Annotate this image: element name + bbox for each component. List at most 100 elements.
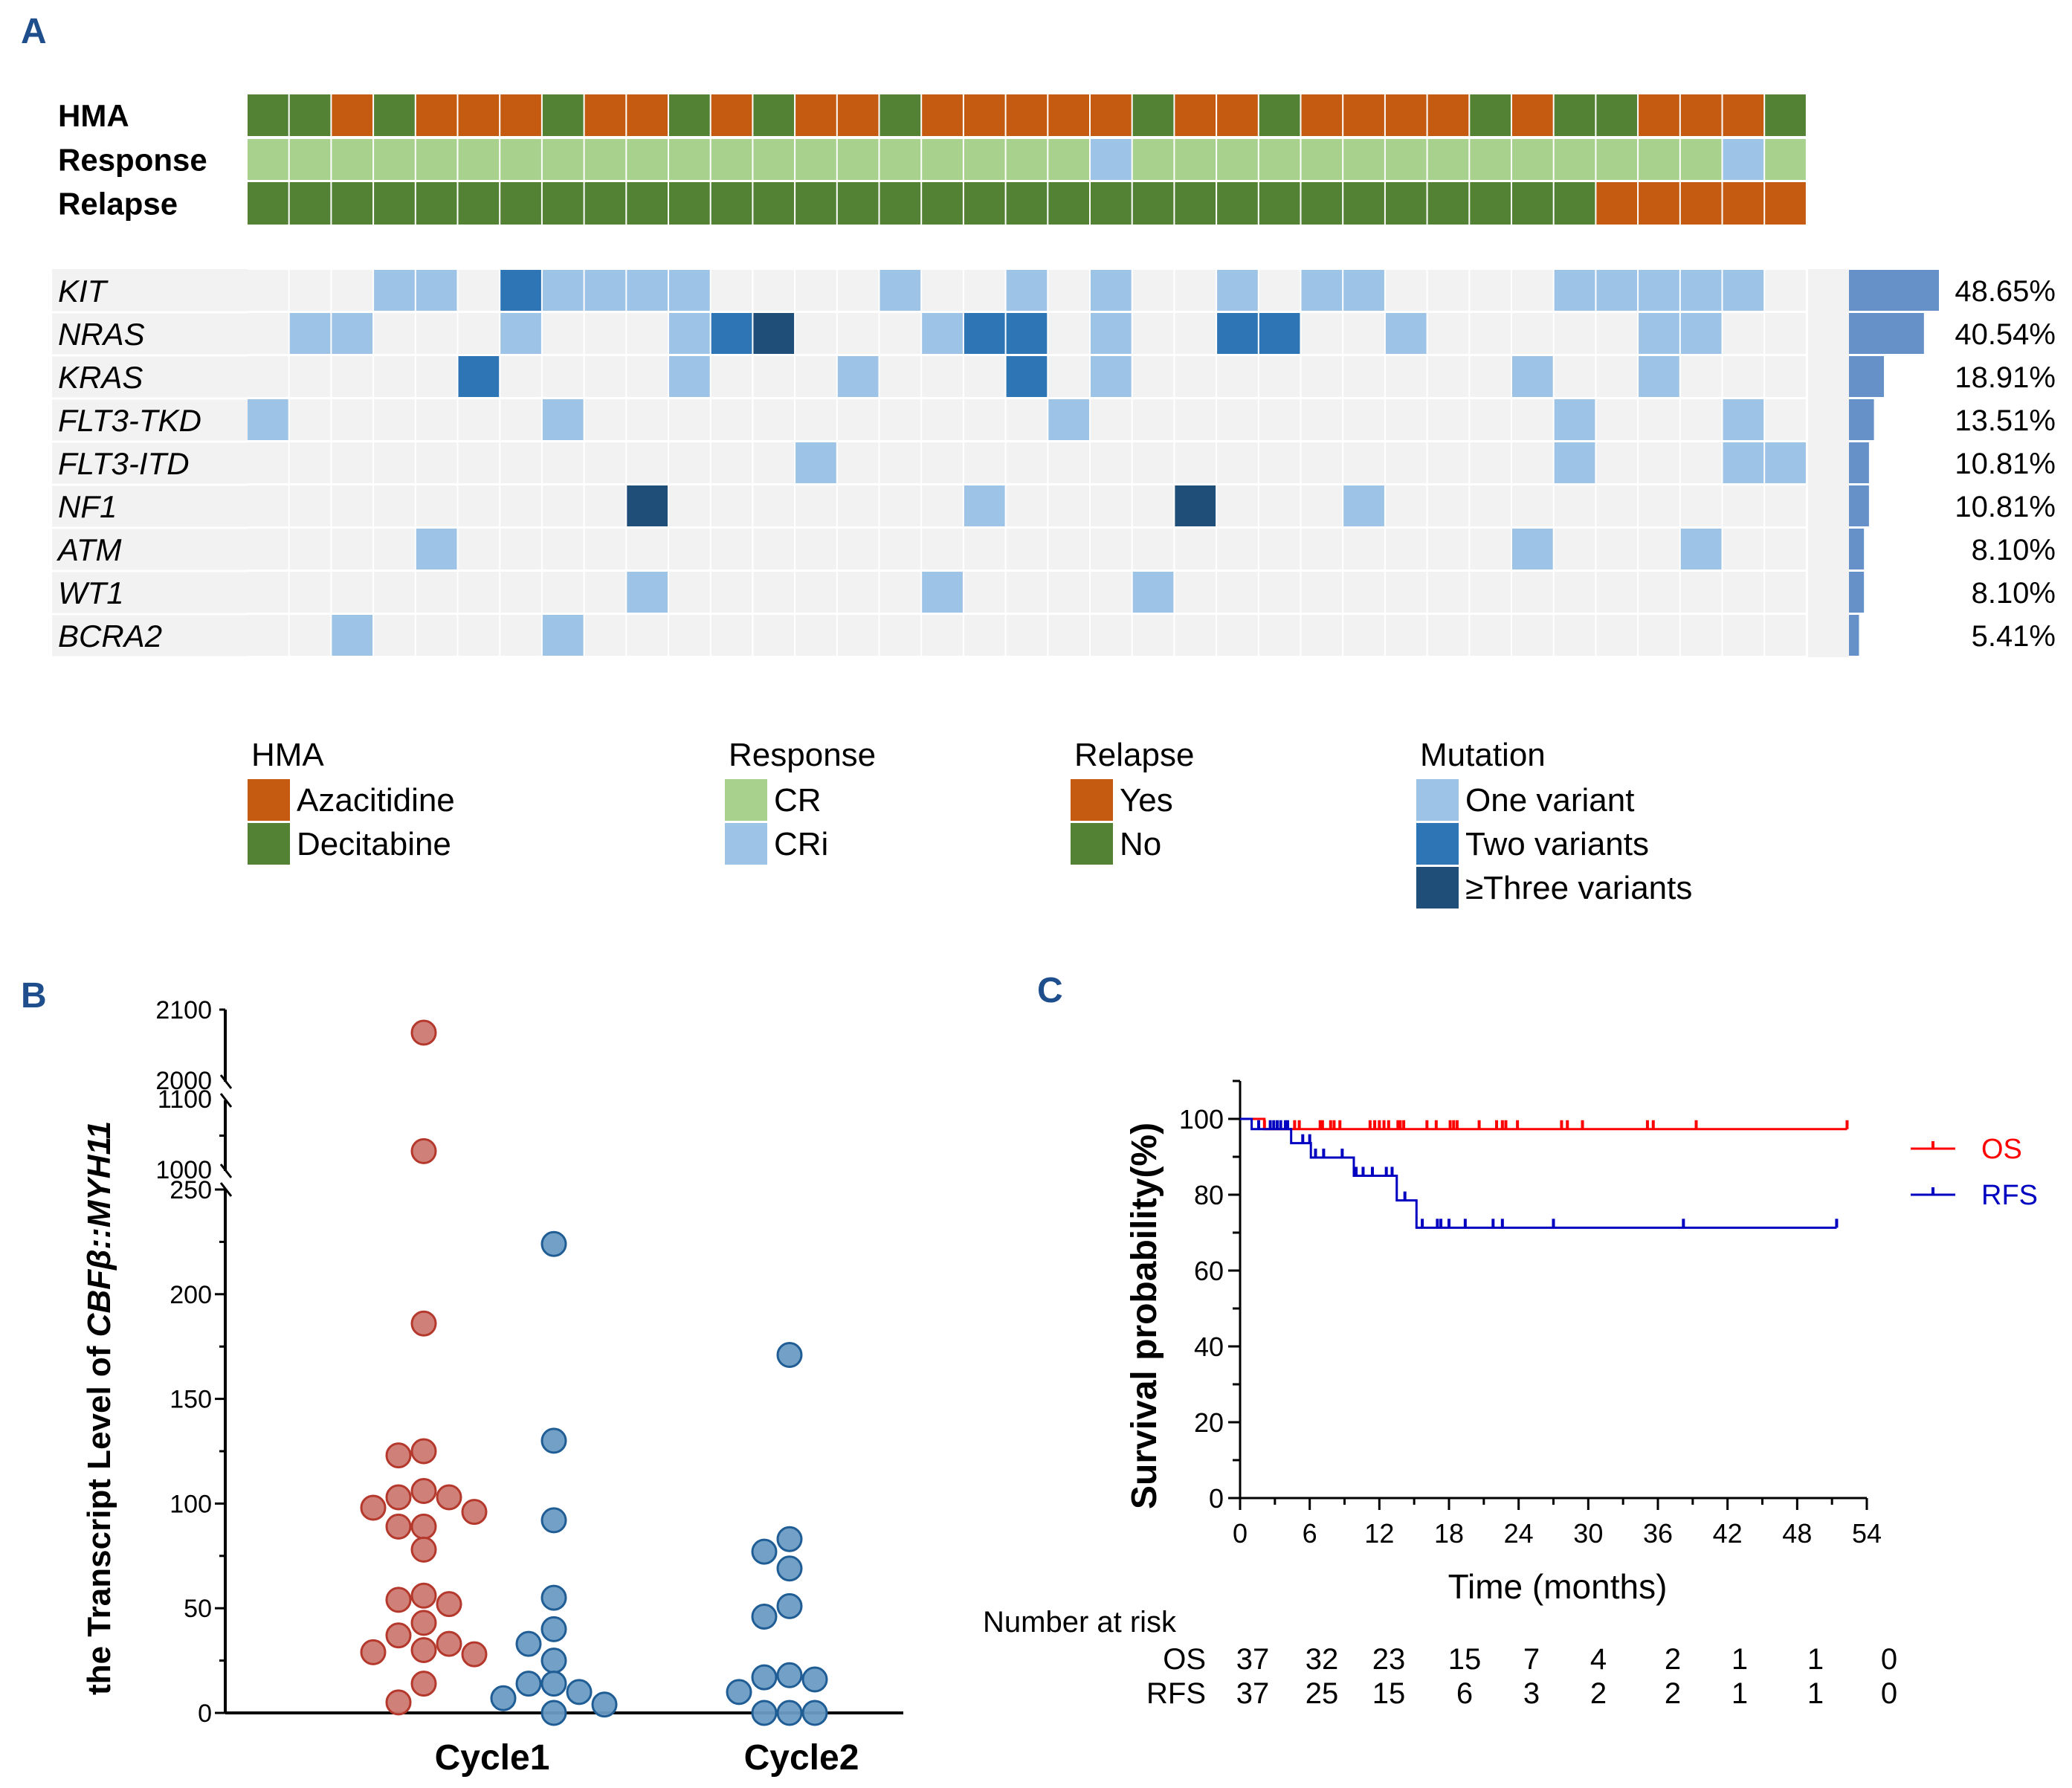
empty-cell [1259, 572, 1300, 613]
x-tick-label: 12 [1364, 1518, 1394, 1549]
data-point [801, 1666, 828, 1693]
data-point [726, 1679, 752, 1705]
x-category-label: Cycle2 [744, 1738, 859, 1778]
empty-cell [880, 485, 921, 526]
x-category-label: Cycle1 [435, 1738, 550, 1778]
legend-item-label: CR [774, 782, 822, 819]
empty-cell [795, 615, 836, 656]
gene-label: WT1 [58, 575, 124, 610]
empty-cell [289, 399, 331, 440]
mutation-frequency-bars: 48.65% 40.54% 18.91% 13.51% 10.81% 10.81% 8.10… [1849, 270, 2056, 656]
empty-cell [1554, 485, 1595, 526]
frequency-bar [1849, 442, 1869, 483]
empty-cell [374, 442, 415, 483]
km-axes: 0 20 40 60 80 100 0 6 12 18 24 30 36 42 48 54 [1179, 1079, 1882, 1549]
empty-cell [795, 572, 836, 613]
empty-cell [627, 399, 668, 440]
empty-cell [542, 442, 584, 483]
empty-cell [1765, 529, 1806, 569]
annotation-cell [416, 139, 457, 180]
empty-cell [1091, 485, 1132, 526]
annotation-cell [289, 94, 331, 136]
legend-swatch [1071, 779, 1113, 821]
empty-cell [1385, 270, 1427, 311]
data-point [540, 1584, 567, 1611]
gene-label: KIT [58, 274, 109, 309]
legend-title: Response [729, 737, 876, 773]
empty-cell [1470, 399, 1511, 440]
mutation-cell [416, 529, 457, 569]
frequency-label: 48.65% [1955, 275, 2056, 308]
annotation-cell [332, 139, 373, 180]
empty-cell [458, 442, 500, 483]
annotation-cell [669, 94, 710, 136]
annotation-cell [627, 182, 668, 225]
risk-value: 1 [1731, 1677, 1748, 1710]
data-point [515, 1630, 542, 1657]
empty-cell [1596, 615, 1638, 656]
y-tick-label: 50 [184, 1595, 212, 1623]
empty-cell [458, 615, 500, 656]
annotation-cell [500, 139, 541, 180]
annotation-cell [1091, 182, 1132, 225]
empty-cell [289, 270, 331, 311]
empty-cell [500, 442, 541, 483]
mutation-cell [922, 572, 963, 613]
empty-cell [500, 399, 541, 440]
annotation-cell [416, 182, 457, 225]
empty-cell [1680, 572, 1722, 613]
data-point [540, 1507, 567, 1534]
empty-cell [1301, 615, 1343, 656]
annotation-cell [795, 139, 836, 180]
empty-cell [880, 356, 921, 397]
panel-label-a: A [21, 12, 47, 51]
empty-cell [1723, 356, 1764, 397]
mutation-cell [1259, 313, 1300, 354]
data-point [385, 1484, 412, 1511]
y-tick-label: 0 [198, 1700, 212, 1728]
empty-cell [458, 485, 500, 526]
mutation-cell [1343, 270, 1384, 311]
empty-cell [1765, 485, 1806, 526]
legend-item-label: ≥Three variants [1465, 870, 1692, 906]
data-point [410, 1310, 437, 1337]
empty-cell [1259, 356, 1300, 397]
empty-cell [1470, 529, 1511, 569]
empty-cell [1639, 529, 1679, 569]
empty-cell [711, 485, 752, 526]
annotation-cell [795, 182, 836, 225]
empty-cell [1723, 529, 1764, 569]
data-point [540, 1700, 567, 1726]
annotation-cell [1048, 94, 1089, 136]
empty-cell [458, 572, 500, 613]
rfs-curve [1240, 1117, 1837, 1229]
oncoprint-legend: HMA Azacitidine Decitabine Response CR CRi Rel… [248, 737, 1692, 908]
annotation-cell [1132, 94, 1174, 136]
empty-cell [922, 356, 963, 397]
risk-value: 0 [1881, 1643, 1897, 1676]
empty-cell [1091, 615, 1132, 656]
empty-cell [1639, 615, 1679, 656]
annotation-cell [1470, 94, 1511, 136]
data-point [360, 1494, 387, 1521]
empty-cell [542, 356, 584, 397]
empty-cell [1554, 529, 1595, 569]
empty-cell [1343, 356, 1384, 397]
panel-label-c: C [1037, 971, 1063, 1010]
empty-cell [1427, 615, 1469, 656]
data-point [591, 1691, 618, 1718]
data-point [751, 1538, 778, 1565]
empty-cell [374, 313, 415, 354]
empty-cell [1680, 356, 1722, 397]
legend-swatch [1416, 779, 1459, 821]
empty-cell [837, 399, 879, 440]
empty-cell [1048, 615, 1089, 656]
annotation-cell [669, 182, 710, 225]
km-legend: OS RFS [1911, 1134, 2038, 1211]
empty-cell [1765, 270, 1806, 311]
annotation-cell [1765, 139, 1806, 180]
legend-item-label: No [1120, 826, 1161, 862]
empty-cell [1343, 529, 1384, 569]
empty-cell [1385, 529, 1427, 569]
empty-cell [1175, 615, 1216, 656]
